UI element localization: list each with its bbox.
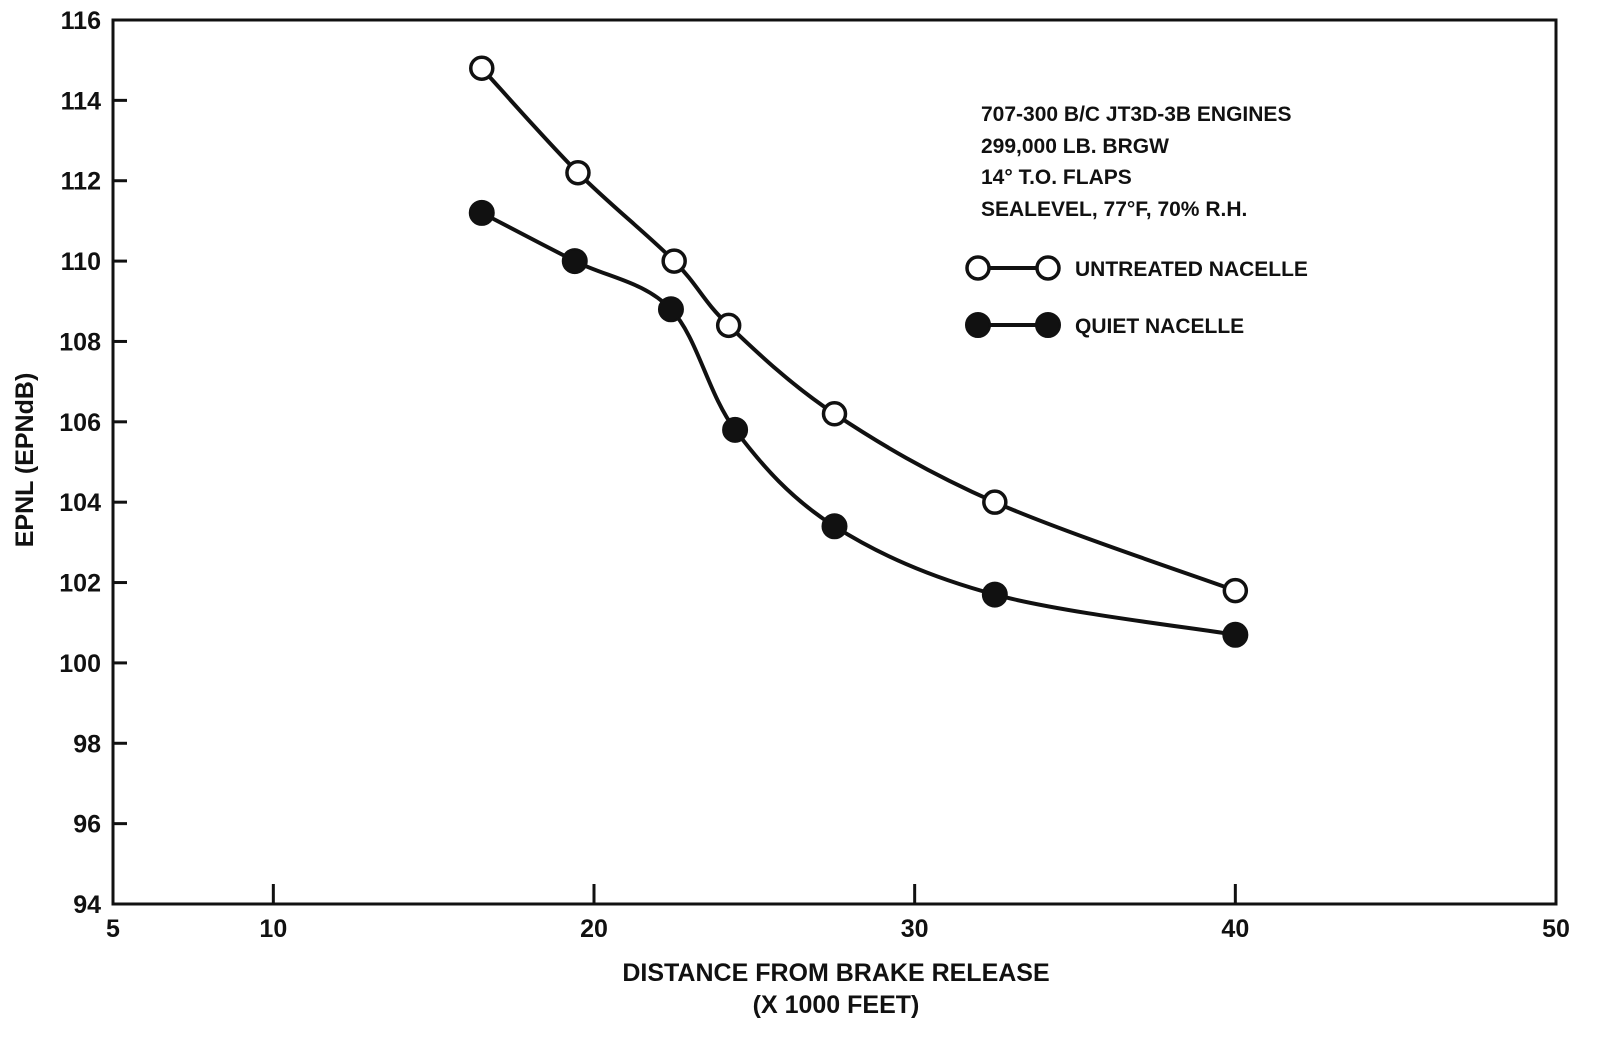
- y-tick-label: 108: [59, 328, 101, 356]
- y-tick-label: 114: [61, 87, 101, 115]
- y-tick-label: 102: [59, 570, 101, 598]
- legend-marker-untreated: [965, 255, 991, 281]
- data-point: [722, 416, 749, 443]
- y-tick-label: 106: [59, 409, 101, 437]
- x-tick-label: 10: [259, 915, 287, 943]
- data-point: [657, 296, 684, 323]
- legend-marker-quiet: [965, 312, 991, 338]
- x-axis: 5 10 20 30 40 50: [106, 884, 1570, 943]
- data-point: [565, 159, 591, 186]
- legend: UNTREATED NACELLE QUIET NACELLE: [965, 255, 1308, 338]
- data-point: [982, 489, 1008, 515]
- x-tick-label: 5: [106, 915, 120, 943]
- y-tick-label: 100: [59, 650, 101, 678]
- x-tick-label: 40: [1221, 915, 1249, 943]
- plot-frame: [111, 18, 1558, 906]
- y-tick-label: 104: [59, 489, 101, 517]
- data-point: [821, 401, 848, 427]
- data-point: [981, 581, 1008, 608]
- data-point: [821, 513, 848, 540]
- legend-label-quiet: QUIET NACELLE: [1075, 315, 1244, 338]
- annotation-weight: 299,000 LB. BRGW: [981, 135, 1169, 158]
- legend-marker-quiet-end: [1035, 312, 1061, 338]
- legend-item-quiet: QUIET NACELLE: [965, 312, 1244, 338]
- x-axis-title: DISTANCE FROM BRAKE RELEASE: [622, 959, 1049, 987]
- data-point: [661, 248, 687, 274]
- annotation-conditions: SEALEVEL, 77°F, 70% R.H.: [981, 198, 1247, 221]
- legend-item-untreated: UNTREATED NACELLE: [965, 255, 1308, 281]
- x-axis-units: (X 1000 FEET): [753, 991, 920, 1019]
- y-axis: 94 96 98 100 102 104 106 108 110 112 114 116: [59, 7, 127, 919]
- x-tick-label: 30: [901, 915, 929, 943]
- data-point: [468, 199, 495, 226]
- annotation-block: 707-300 B/C JT3D-3B ENGINES 299,000 LB. …: [981, 103, 1291, 221]
- series-layer: [468, 55, 1249, 648]
- x-tick-label: 20: [580, 915, 608, 943]
- y-tick-label: 116: [61, 7, 101, 35]
- y-tick-label: 98: [73, 730, 101, 758]
- data-point: [1222, 621, 1249, 648]
- y-tick-label: 112: [61, 168, 101, 196]
- annotation-flaps: 14° T.O. FLAPS: [981, 166, 1132, 189]
- data-point: [561, 248, 588, 275]
- plot-border: [111, 18, 1558, 906]
- x-tick-label: 50: [1542, 915, 1570, 943]
- legend-marker-untreated-end: [1035, 255, 1061, 281]
- y-tick-label: 94: [73, 891, 101, 919]
- annotation-engines: 707-300 B/C JT3D-3B ENGINES: [981, 103, 1291, 126]
- y-axis-title: EPNL (EPNdB): [11, 373, 39, 548]
- legend-label-untreated: UNTREATED NACELLE: [1075, 258, 1308, 281]
- series-quiet: [468, 199, 1249, 648]
- data-point: [469, 55, 495, 81]
- data-point: [715, 312, 742, 339]
- y-tick-label: 96: [73, 811, 101, 839]
- data-point: [1222, 577, 1249, 604]
- y-tick-label: 110: [61, 248, 101, 276]
- series-untreated: [469, 55, 1249, 604]
